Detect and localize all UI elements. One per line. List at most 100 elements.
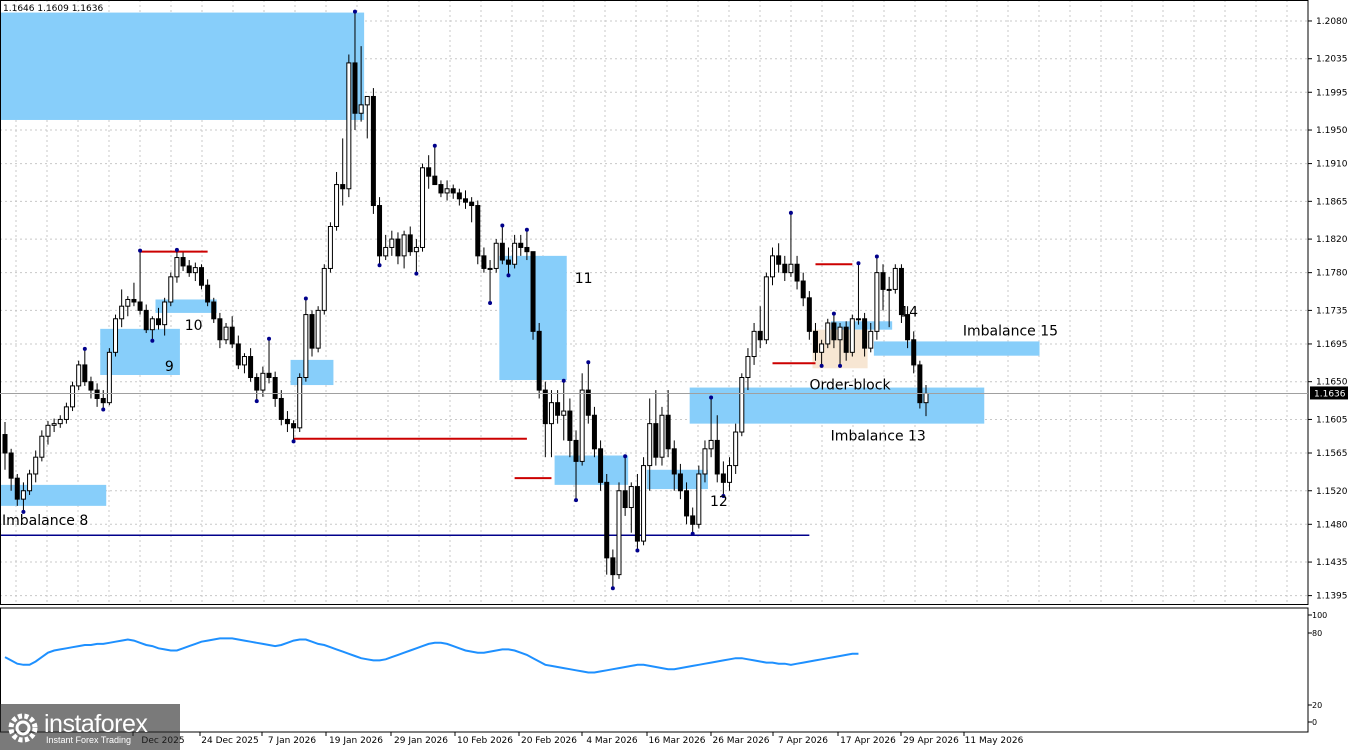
fractal-down-marker: [150, 338, 155, 343]
candle-body: [671, 448, 677, 475]
candle-body: [51, 423, 57, 426]
candle-body: [137, 301, 143, 311]
candle: [291, 420, 297, 441]
candle: [855, 264, 861, 325]
candle: [2, 421, 8, 470]
candle-body: [892, 267, 898, 290]
price-tick-label: 1.1950: [1316, 126, 1348, 136]
candle-body: [315, 309, 321, 349]
candle: [874, 257, 880, 340]
candle: [174, 250, 180, 283]
candle: [426, 155, 432, 189]
candle: [475, 200, 481, 265]
candle-body: [456, 192, 462, 200]
indicator-tick-label: 0: [1312, 718, 1317, 727]
candle-body: [604, 481, 610, 559]
price-tick-label: 1.1865: [1316, 197, 1348, 207]
fractal-down-marker: [254, 399, 259, 404]
fractal-down-marker: [838, 363, 843, 368]
candle: [303, 299, 309, 382]
candle-body: [284, 418, 290, 425]
zone-labels-layer: Imbalance 8 9 10 11 12 Imbalance 13 14 Imbalanc…: [2, 271, 1058, 529]
candle: [917, 360, 923, 409]
candle-body: [303, 314, 309, 379]
candle: [794, 255, 800, 290]
fractal-down-marker: [101, 407, 106, 412]
candle-body: [518, 242, 524, 248]
candle-body: [327, 226, 333, 269]
candle-body: [266, 372, 272, 378]
imbalance-zone: [646, 469, 708, 490]
candle-body: [542, 389, 548, 425]
time-tick-label: 29 Jan 2026: [394, 736, 448, 746]
candle-body: [825, 322, 831, 345]
candle-body: [800, 280, 806, 299]
candle: [248, 348, 254, 382]
candle: [39, 430, 45, 462]
candle: [843, 321, 849, 361]
time-tick-label: 24 Dec 2025: [201, 736, 259, 746]
fractal-down-marker: [506, 273, 511, 278]
candle-body: [241, 356, 247, 366]
fractal-up-marker: [874, 254, 879, 259]
candle: [334, 171, 340, 231]
candle-body: [235, 343, 241, 366]
candle-body: [272, 377, 278, 399]
zone-label: 14: [900, 304, 918, 320]
candle: [898, 264, 904, 323]
zone-label: 12: [710, 494, 728, 510]
candle: [217, 312, 223, 349]
candle: [628, 482, 634, 533]
candle: [751, 322, 757, 365]
candle: [868, 322, 874, 353]
candle-body: [684, 490, 690, 517]
candle: [8, 448, 14, 491]
candle: [622, 457, 628, 516]
candle-body: [334, 184, 340, 227]
candle-body: [659, 414, 665, 458]
time-tick-label: 19 Jan 2026: [329, 736, 383, 746]
candle: [733, 423, 739, 474]
candle: [377, 197, 383, 265]
time-tick-label: 11 May 2026: [965, 736, 1024, 746]
candle-body: [886, 288, 892, 291]
price-tick-label: 1.1565: [1316, 449, 1348, 459]
candle: [905, 306, 911, 349]
candle-body: [309, 314, 315, 349]
candle-body: [407, 234, 413, 253]
candle: [432, 146, 438, 186]
imbalance-zone: [830, 321, 893, 330]
candle: [469, 197, 475, 223]
candle: [401, 230, 407, 269]
candle: [671, 440, 677, 491]
candle: [266, 339, 272, 384]
candle: [487, 260, 493, 302]
candle-body: [911, 339, 917, 366]
candle: [567, 398, 573, 458]
candle: [413, 239, 419, 273]
candle: [579, 373, 585, 466]
candle: [524, 230, 530, 261]
candle-body: [819, 343, 825, 353]
candle-body: [156, 318, 161, 326]
candle: [211, 297, 217, 323]
candle: [456, 188, 462, 206]
price-tick-label: 1.2035: [1316, 55, 1348, 65]
candle: [634, 473, 640, 550]
candle: [20, 482, 26, 511]
candle-body: [628, 486, 634, 509]
candle-body: [598, 448, 604, 483]
price-tick-label: 1.1995: [1316, 88, 1348, 98]
price-tick-label: 1.1735: [1316, 306, 1348, 316]
fractal-down-marker: [610, 586, 615, 591]
candle: [315, 306, 321, 353]
candle-body: [573, 439, 579, 462]
candle-body: [806, 297, 812, 332]
candle: [837, 322, 843, 365]
indicator-tick-label: 100: [1312, 611, 1327, 620]
gear-logo-icon: [8, 713, 38, 743]
candle-body: [610, 557, 616, 576]
candle: [831, 314, 837, 349]
